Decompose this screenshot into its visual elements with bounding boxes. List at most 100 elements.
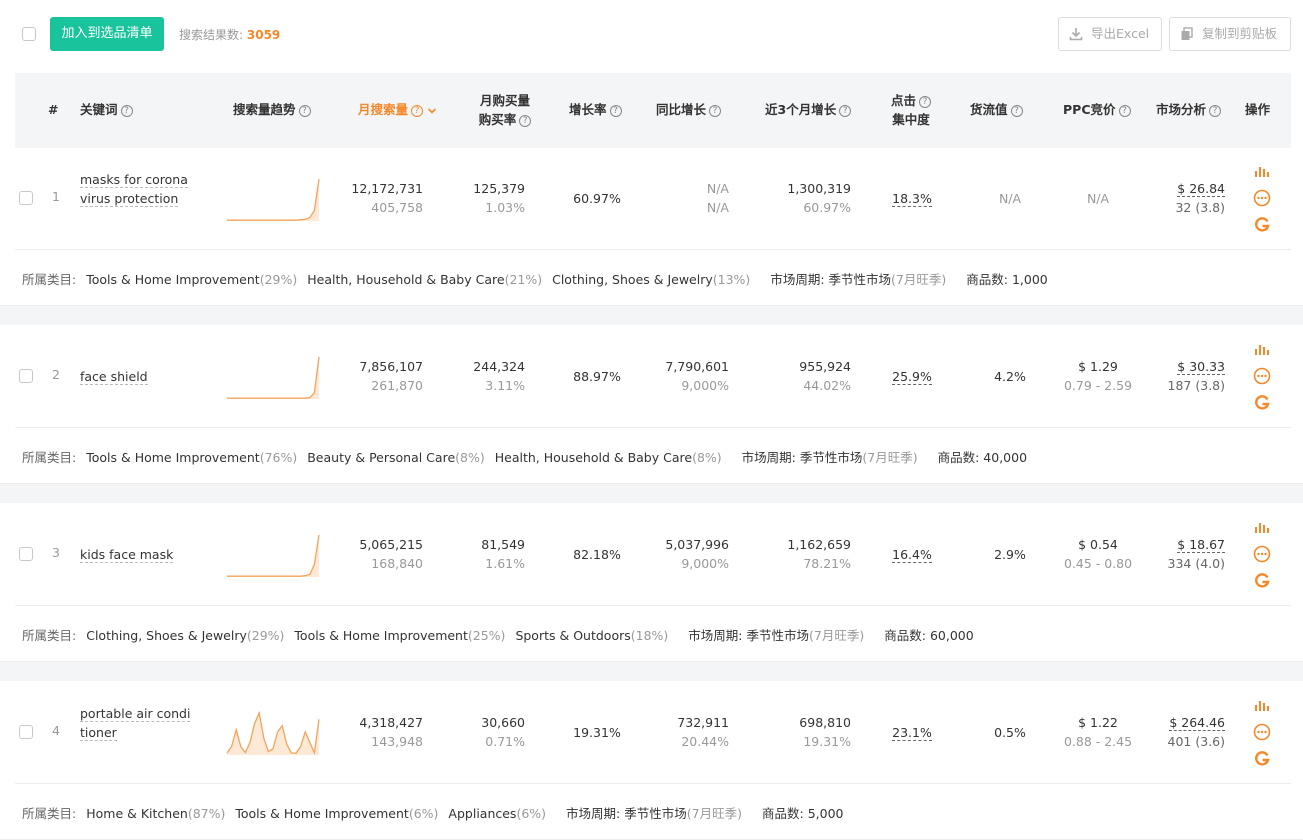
click-concentration[interactable]: 25.9% — [883, 367, 941, 386]
help-icon[interactable]: ? — [519, 114, 532, 127]
trend-area — [227, 179, 319, 221]
google-icon[interactable] — [1252, 211, 1272, 238]
category-item[interactable]: Tools & Home Improvement(76%) — [86, 450, 298, 465]
category-item[interactable]: Appliances(6%) — [448, 806, 547, 821]
more-icon[interactable] — [1252, 718, 1272, 745]
recent3-sub: 78.21% — [803, 556, 851, 571]
row-index: 4 — [52, 723, 60, 738]
search-trend-sparkline[interactable] — [226, 176, 320, 222]
col-monthly-purchase[interactable]: 月购买量 购买率? — [478, 93, 532, 127]
more-icon[interactable] — [1252, 362, 1272, 389]
click-concentration[interactable]: 23.1% — [883, 723, 941, 742]
category-label: 所属类目: — [22, 806, 77, 821]
help-icon[interactable]: ? — [839, 104, 852, 117]
google-icon[interactable] — [1252, 567, 1272, 594]
sort-desc-icon[interactable] — [427, 107, 437, 115]
col-market[interactable]: 市场分析? — [1156, 100, 1222, 119]
google-icon[interactable] — [1252, 389, 1272, 416]
row-checkbox[interactable] — [19, 369, 33, 383]
help-icon[interactable]: ? — [411, 104, 424, 117]
keyword-link[interactable]: masks for corona virus protection — [80, 170, 188, 208]
col-growth[interactable]: 增长率? — [569, 100, 622, 119]
category-item[interactable]: Beauty & Personal Care(8%) — [307, 450, 485, 465]
category-item[interactable]: Clothing, Shoes & Jewelry(13%) — [552, 272, 751, 287]
bar-chart-icon[interactable] — [1252, 335, 1272, 362]
market-cell[interactable]: $ 30.33 187 (3.8) — [1135, 357, 1225, 395]
category-line: 所属类目: Tools & Home Improvement(76%) Beauty… — [22, 447, 1037, 466]
copy-clipboard-button[interactable]: 复制到剪贴板 — [1169, 17, 1291, 51]
yoy-sub: 20.44% — [681, 734, 729, 749]
yoy-value: 5,037,996 — [665, 537, 729, 552]
market-cell[interactable]: $ 26.84 32 (3.8) — [1135, 179, 1225, 217]
category-item[interactable]: Health, Household & Baby Care(21%) — [307, 272, 543, 287]
growth-rate: 60.97% — [573, 191, 621, 206]
keyword-line-2: virus protection — [80, 191, 179, 207]
bar-chart-icon[interactable] — [1252, 157, 1272, 184]
recent3-value: 955,924 — [799, 359, 851, 374]
help-icon[interactable]: ? — [609, 104, 622, 117]
google-icon[interactable] — [1252, 745, 1272, 772]
bar-chart-icon[interactable] — [1252, 513, 1272, 540]
bar-chart-icon[interactable] — [1252, 691, 1272, 718]
row-separator — [0, 662, 1303, 681]
select-all-checkbox[interactable] — [22, 27, 36, 41]
col-ppc[interactable]: PPC竞价? — [1063, 100, 1131, 119]
click-concentration[interactable]: 16.4% — [883, 545, 941, 564]
help-icon[interactable]: ? — [120, 104, 133, 117]
category-item[interactable]: Tools & Home Improvement(6%) — [235, 806, 439, 821]
help-icon[interactable]: ? — [709, 104, 722, 117]
trend-line — [226, 710, 320, 756]
help-icon[interactable]: ? — [919, 95, 931, 108]
col-keyword[interactable]: 关键词? — [80, 100, 133, 119]
market-cell[interactable]: $ 18.67 334 (4.0) — [1135, 535, 1225, 573]
keyword-link[interactable]: face shield — [80, 367, 148, 386]
help-icon[interactable]: ? — [1118, 104, 1131, 117]
help-icon[interactable]: ? — [1010, 104, 1023, 117]
col-monthly-search[interactable]: 月搜索量? — [358, 100, 437, 119]
row-checkbox[interactable] — [19, 547, 33, 561]
purchase-value: 244,324 — [473, 359, 525, 374]
market-cycle: 市场周期: 季节性市场(7月旺季) — [770, 272, 947, 287]
export-excel-label: 导出Excel — [1091, 26, 1150, 41]
search-trend-sparkline[interactable] — [226, 710, 320, 756]
category-item[interactable]: Clothing, Shoes & Jewelry(29%) — [86, 628, 285, 643]
monthly-search-sub: 168,840 — [371, 556, 423, 571]
row-checkbox[interactable] — [19, 191, 33, 205]
monthly-purchase-cell: 81,549 1.61% — [435, 535, 525, 573]
table-row[interactable]: 4 portable air condi tioner 4,318,427 143,94… — [15, 682, 1291, 784]
keyword-link[interactable]: kids face mask — [80, 545, 174, 564]
export-excel-button[interactable]: 导出Excel — [1058, 17, 1162, 51]
table-row[interactable]: 1 masks for corona virus protection 12,172,… — [15, 148, 1291, 250]
col-value[interactable]: 货流值? — [970, 100, 1023, 119]
col-recent3[interactable]: 近3个月增长? — [765, 100, 852, 119]
col-yoy[interactable]: 同比增长? — [656, 100, 722, 119]
ppc-cell: $ 1.29 0.79 - 2.59 — [1053, 357, 1143, 395]
trend-line — [227, 356, 320, 399]
market-cell[interactable]: $ 264.46 401 (3.6) — [1135, 713, 1225, 751]
help-icon[interactable]: ? — [1209, 104, 1222, 117]
category-item[interactable]: Sports & Outdoors(18%) — [515, 628, 669, 643]
recent3-value: 1,162,659 — [787, 537, 851, 552]
category-item[interactable]: Tools & Home Improvement(25%) — [294, 628, 506, 643]
category-strip: 所属类目: Tools & Home Improvement(29%) Health… — [0, 250, 1303, 306]
table-row[interactable]: 3 kids face mask 5,065,215 168,840 81,549 1.6… — [15, 504, 1291, 606]
more-icon[interactable] — [1252, 184, 1272, 211]
monthly-search-cell: 4,318,427 143,948 — [333, 713, 423, 751]
category-item[interactable]: Tools & Home Improvement(29%) — [86, 272, 298, 287]
category-item[interactable]: Health, Household & Baby Care(8%) — [494, 450, 722, 465]
table-row[interactable]: 2 face shield 7,856,107 261,870 244,324 3.11%… — [15, 326, 1291, 428]
category-item[interactable]: Home & Kitchen(87%) — [86, 806, 226, 821]
search-trend-sparkline[interactable] — [226, 354, 320, 400]
click-concentration[interactable]: 18.3% — [883, 189, 941, 208]
toolbar: 加入到选品清单 搜索结果数: 3059 导出Excel 复制到剪贴板 — [0, 0, 1303, 70]
more-icon[interactable] — [1252, 540, 1272, 567]
col-trend[interactable]: 搜索量趋势? — [233, 100, 311, 119]
keyword-link[interactable]: portable air condi tioner — [80, 704, 191, 742]
trend-area — [227, 357, 319, 399]
search-trend-sparkline[interactable] — [226, 532, 320, 578]
col-click[interactable]: 点击? 集中度 — [890, 93, 931, 127]
help-icon[interactable]: ? — [298, 104, 311, 117]
add-to-list-button[interactable]: 加入到选品清单 — [50, 17, 164, 51]
download-icon — [1069, 28, 1083, 41]
row-checkbox[interactable] — [19, 725, 33, 739]
